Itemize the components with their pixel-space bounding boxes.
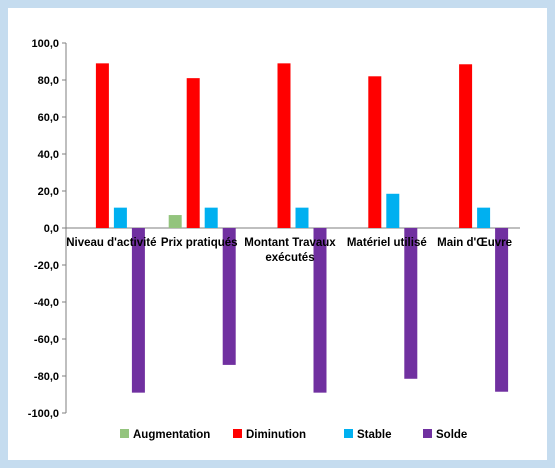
legend-swatch-augmentation [120, 429, 129, 438]
y-tick-label: 60,0 [38, 112, 59, 124]
category-label: Prix pratiqués [161, 237, 238, 249]
y-tick-label: -60,0 [34, 334, 59, 346]
bar-diminution-1 [95, 63, 109, 228]
bar-solde-5 [495, 228, 509, 392]
bars [95, 63, 509, 393]
category-label: Niveau d'activité [66, 237, 156, 249]
chart-frame: 100,0 80,0 60,0 40,0 20,0 0,0 -20,0 -40,0 -60,0 -… [8, 8, 547, 460]
y-tick-label: 40,0 [38, 149, 59, 161]
y-tick-label: -20,0 [34, 260, 59, 272]
y-tick-label: 80,0 [38, 75, 59, 87]
y-tick-label: 20,0 [38, 186, 59, 198]
bar-diminution-4 [368, 76, 382, 228]
category-label: Montant Travaux exécutés [244, 237, 336, 264]
bar-diminution-5 [459, 64, 473, 229]
y-tick-label: -80,0 [34, 371, 59, 383]
legend-swatch-solde [423, 429, 432, 438]
y-tick-label: -40,0 [34, 297, 59, 309]
y-tick-label: 0,0 [44, 223, 59, 235]
bar-solde-4 [404, 228, 418, 379]
bar-diminution-2 [186, 78, 200, 229]
bar-stable-1 [113, 207, 127, 228]
legend-swatch-stable [344, 429, 353, 438]
bar-chart: 100,0 80,0 60,0 40,0 20,0 0,0 -20,0 -40,0 -60,0 -… [28, 38, 520, 441]
category-label: Matériel utilisé [347, 237, 427, 249]
bar-solde-3 [313, 228, 327, 393]
bar-stable-4 [386, 193, 400, 228]
legend-label-stable: Stable [357, 429, 392, 441]
y-tick-label: 100,0 [31, 38, 59, 50]
bar-solde-1 [131, 228, 145, 393]
category-labels: Niveau d'activité Prix pratiqués Montant T… [66, 237, 512, 264]
legend-label-augmentation: Augmentation [133, 429, 210, 441]
legend-label-solde: Solde [436, 429, 467, 441]
legend-swatch-diminution [233, 429, 242, 438]
bar-stable-3 [295, 207, 309, 228]
bar-stable-2 [204, 207, 218, 228]
bar-stable-5 [477, 207, 491, 228]
bar-diminution-3 [277, 63, 291, 228]
legend-label-diminution: Diminution [246, 429, 306, 441]
category-label: Main d'Œuvre [437, 237, 512, 249]
bar-solde-2 [222, 228, 236, 365]
y-axis-ticks: 100,0 80,0 60,0 40,0 20,0 0,0 -20,0 -40,0 -60,0 -… [28, 38, 66, 420]
legend: Augmentation Diminution Stable Solde [120, 429, 467, 441]
y-tick-label: -100,0 [28, 408, 59, 420]
bar-augmentation-2 [168, 215, 182, 228]
